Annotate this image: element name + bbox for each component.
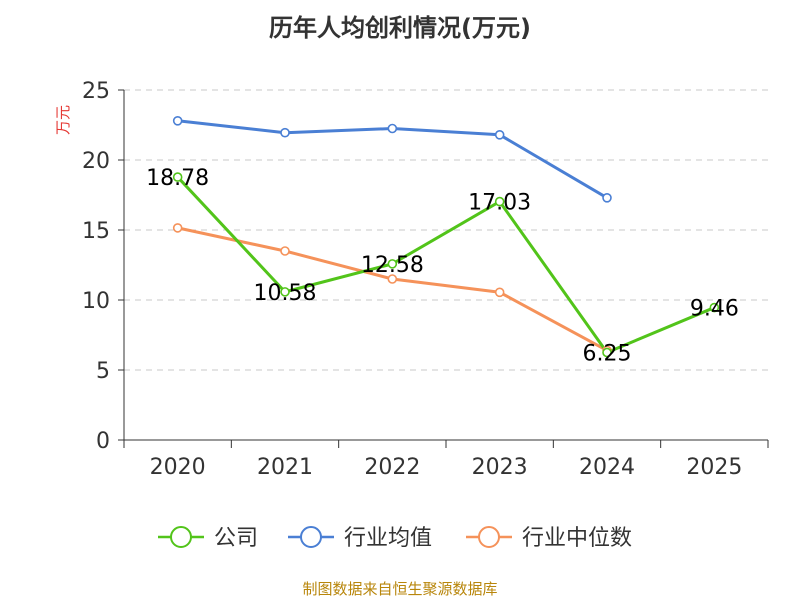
y-tick-label: 25 <box>82 79 110 104</box>
data-point <box>602 347 612 358</box>
y-tick-label: 20 <box>82 149 110 174</box>
legend: 公司 行业均值 行业中位数 <box>158 526 632 551</box>
data-point <box>172 223 183 233</box>
x-tick-label: 2022 <box>364 455 420 480</box>
data-point <box>387 274 398 284</box>
data-point <box>172 116 183 126</box>
data-label: 10.58 <box>254 281 317 306</box>
data-labels: 18.78 10.58 12.58 17.03 6.25 9.46 <box>146 166 739 366</box>
data-point <box>494 287 505 298</box>
series-line <box>176 176 715 354</box>
data-point <box>602 193 612 203</box>
y-tick-label: 0 <box>96 429 110 454</box>
legend-item[interactable]: 行业均值 <box>288 526 432 551</box>
legend-item[interactable]: 公司 <box>158 526 258 551</box>
legend-label: 行业均值 <box>344 526 432 551</box>
data-point <box>494 130 505 140</box>
data-point <box>280 287 290 297</box>
x-tick-label: 2024 <box>579 455 635 480</box>
legend-label: 公司 <box>214 526 258 551</box>
data-point <box>387 123 398 134</box>
series-points <box>172 116 720 358</box>
x-tick-label: 2025 <box>686 455 742 480</box>
data-point <box>494 196 505 207</box>
data-label: 6.25 <box>583 342 632 367</box>
chart-title: 历年人均创利情况(万元) <box>269 14 531 42</box>
legend-item[interactable]: 行业中位数 <box>466 526 632 551</box>
data-point <box>172 172 183 182</box>
data-label: 9.46 <box>690 297 739 322</box>
data-point <box>709 302 720 313</box>
x-tick-label: 2020 <box>150 455 206 480</box>
legend-marker <box>170 526 192 548</box>
x-tick-label: 2023 <box>472 455 528 480</box>
data-point <box>280 127 290 138</box>
data-label: 12.58 <box>361 253 424 278</box>
legend-marker <box>300 526 322 548</box>
y-tick-label: 15 <box>82 219 110 244</box>
source-note: 制图数据来自恒生聚源数据库 <box>302 580 498 598</box>
data-label: 18.78 <box>146 166 209 191</box>
x-tick-label: 2021 <box>257 455 313 480</box>
y-tick-label: 5 <box>96 359 110 384</box>
gridlines <box>124 89 768 371</box>
legend-marker <box>478 526 500 548</box>
data-label: 17.03 <box>468 191 531 216</box>
legend-label: 行业中位数 <box>522 526 632 551</box>
y-tick-label: 10 <box>82 289 110 314</box>
data-point <box>280 246 290 256</box>
series-lines <box>176 119 715 354</box>
y-axis-label: 万元 <box>54 105 72 135</box>
data-point <box>387 259 398 269</box>
